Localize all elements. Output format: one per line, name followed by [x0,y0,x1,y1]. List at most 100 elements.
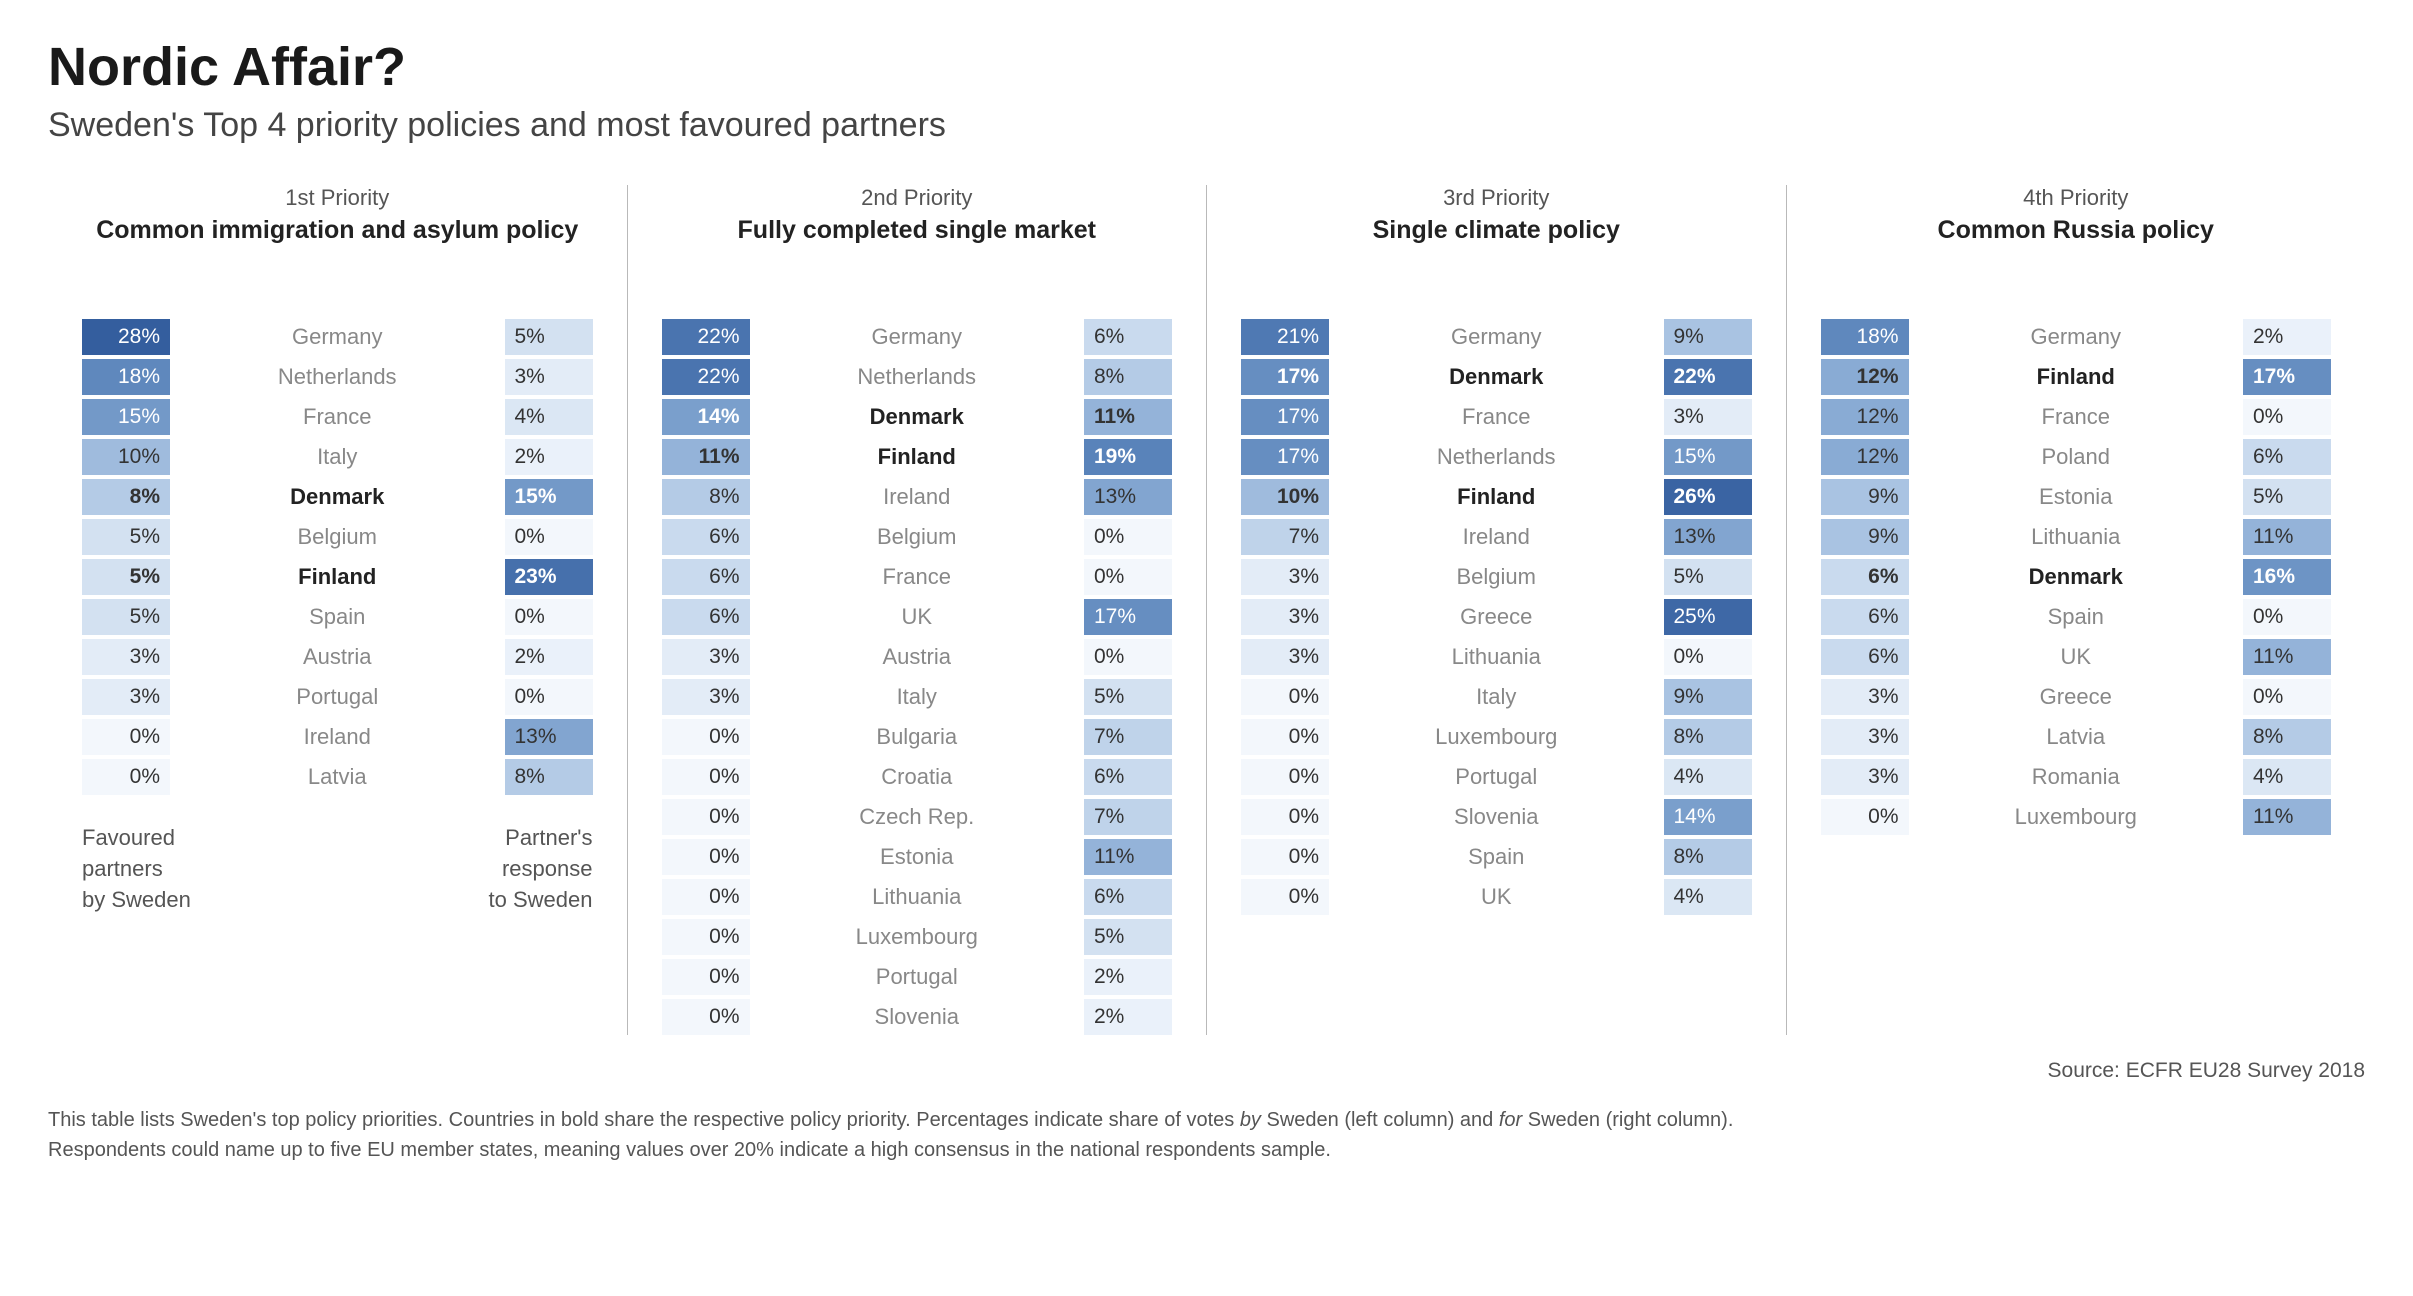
table-row: 22%Germany6% [662,319,1173,355]
table-row: 28%Germany5% [82,319,593,355]
table-row: 22%Netherlands8% [662,359,1173,395]
left-value: 0% [662,799,750,835]
left-value: 3% [1821,679,1909,715]
policy-title: Fully completed single market [662,215,1173,279]
rows: 22%Germany6% 22%Netherlands8% 14%Denmark11… [662,319,1173,1035]
legend-left-line: Favoured [82,825,175,850]
table-row: 3%Portugal0% [82,679,593,715]
right-value: 0% [2243,599,2331,635]
table-row: 3%Italy5% [662,679,1173,715]
right-value: 11% [2243,639,2331,675]
left-value: 8% [662,479,750,515]
left-value: 3% [1241,639,1329,675]
left-value: 0% [82,759,170,795]
right-value: 6% [2243,439,2331,475]
table-row: 6%Belgium0% [662,519,1173,555]
country-label: France [170,404,505,430]
right-value: 2% [1084,959,1172,995]
country-label: Denmark [1909,564,2244,590]
right-value: 13% [1664,519,1752,555]
right-value: 11% [2243,519,2331,555]
legend-right: Partner'sresponseto Sweden [489,823,593,915]
country-label: Estonia [1909,484,2244,510]
legend-left-line: by Sweden [82,887,191,912]
country-label: UK [1329,884,1664,910]
left-value: 15% [82,399,170,435]
right-value: 0% [505,679,593,715]
right-value: 11% [2243,799,2331,835]
footnote-line1b: Sweden (left column) and [1261,1109,1499,1131]
right-value: 4% [505,399,593,435]
left-value: 7% [1241,519,1329,555]
policy-title: Single climate policy [1241,215,1752,279]
right-value: 16% [2243,559,2331,595]
country-label: Denmark [170,484,505,510]
left-value: 6% [662,559,750,595]
country-label: Italy [170,444,505,470]
left-value: 5% [82,599,170,635]
right-value: 3% [1664,399,1752,435]
left-value: 0% [1241,839,1329,875]
legend-right-line: response [502,856,593,881]
country-label: Romania [1909,764,2244,790]
right-value: 8% [1664,839,1752,875]
left-value: 3% [1821,759,1909,795]
table-row: 21%Germany9% [1241,319,1752,355]
table-row: 12%Finland17% [1821,359,2332,395]
table-row: 3%Austria2% [82,639,593,675]
table-row: 0%UK4% [1241,879,1752,915]
country-label: Italy [1329,684,1664,710]
right-value: 2% [1084,999,1172,1035]
country-label: Germany [170,324,505,350]
left-value: 0% [662,759,750,795]
left-value: 0% [1241,799,1329,835]
table-row: 12%France0% [1821,399,2332,435]
country-label: Belgium [1329,564,1664,590]
left-value: 5% [82,519,170,555]
country-label: Germany [1329,324,1664,350]
right-value: 7% [1084,719,1172,755]
legend-right-line: to Sweden [489,887,593,912]
table-row: 0%Slovenia2% [662,999,1173,1035]
country-label: Denmark [750,404,1085,430]
table-row: 17%Netherlands15% [1241,439,1752,475]
source-note: Source: ECFR EU28 Survey 2018 [48,1059,2365,1083]
right-value: 5% [2243,479,2331,515]
table-row: 0%Luxembourg11% [1821,799,2332,835]
country-label: Spain [170,604,505,630]
right-value: 2% [505,439,593,475]
country-label: Ireland [1329,524,1664,550]
country-label: Netherlands [170,364,505,390]
country-label: Greece [1909,684,2244,710]
table-row: 6%UK17% [662,599,1173,635]
right-value: 0% [505,599,593,635]
left-value: 12% [1821,359,1909,395]
country-label: Spain [1329,844,1664,870]
left-value: 3% [82,679,170,715]
right-value: 8% [1084,359,1172,395]
left-value: 18% [82,359,170,395]
country-label: Italy [750,684,1085,710]
right-value: 0% [1084,559,1172,595]
country-label: UK [1909,644,2244,670]
right-value: 0% [1664,639,1752,675]
left-value: 14% [662,399,750,435]
country-label: Netherlands [1329,444,1664,470]
left-value: 11% [662,439,750,475]
right-value: 15% [1664,439,1752,475]
left-value: 22% [662,319,750,355]
table-row: 0%Ireland13% [82,719,593,755]
country-label: Denmark [1329,364,1664,390]
right-value: 0% [1084,639,1172,675]
table-row: 0%Estonia11% [662,839,1173,875]
right-value: 19% [1084,439,1172,475]
left-value: 0% [1241,719,1329,755]
right-value: 6% [1084,879,1172,915]
country-label: Bulgaria [750,724,1085,750]
table-row: 8%Denmark15% [82,479,593,515]
country-label: Slovenia [750,1004,1085,1030]
left-value: 3% [662,639,750,675]
right-value: 3% [505,359,593,395]
country-label: Austria [750,644,1085,670]
table-row: 0%Latvia8% [82,759,593,795]
